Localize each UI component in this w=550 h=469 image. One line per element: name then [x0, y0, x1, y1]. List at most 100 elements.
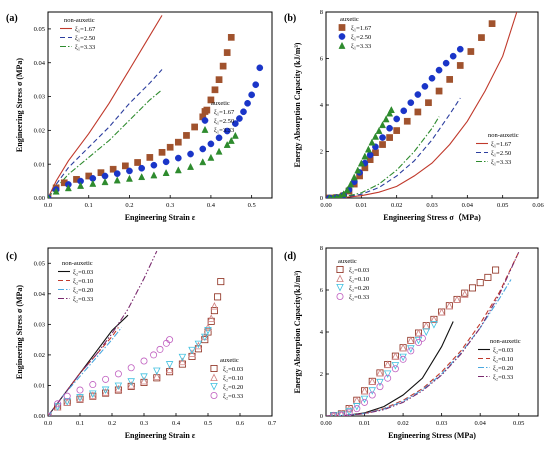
data-point [393, 127, 401, 134]
data-point [178, 360, 186, 368]
data-point [236, 115, 243, 122]
data-point [97, 169, 105, 176]
data-point [166, 143, 174, 151]
data-point [343, 186, 351, 194]
data-point [210, 302, 219, 310]
legend-swatch [336, 283, 344, 292]
plot-frame [47, 247, 273, 417]
panel-label: (c) [6, 251, 17, 262]
legend-item: ξ₂=0.20 [336, 283, 369, 292]
data-point [231, 131, 239, 139]
data-point [484, 273, 492, 281]
data-point [399, 343, 407, 352]
y-axis-label: Energy Absorption Capacity (kJ/m³) [293, 42, 302, 167]
data-point [368, 391, 376, 399]
legend-swatch [336, 265, 344, 273]
legend-item: ξ₁=1.67 [201, 108, 235, 116]
data-point [382, 115, 390, 123]
data-point [438, 308, 446, 316]
data-point [384, 361, 392, 369]
data-point [162, 168, 170, 176]
data-point [211, 86, 219, 94]
legend-non-auxetic: non-auxetic ξ₁=1.67 ξ₁=2.50 ξ₁=3.33 [476, 132, 519, 166]
y-tick-label: 0.05 [34, 260, 45, 267]
data-point [165, 365, 174, 374]
data-point [445, 302, 453, 310]
legend-label: ξ₁=3.33 [351, 43, 371, 50]
legend-item: ξ₂=0.33 [478, 374, 513, 381]
data-point [126, 167, 133, 175]
x-tick-label: 0.4 [207, 202, 216, 209]
legend-swatch [201, 125, 209, 133]
x-axis-label: Engineering Strain ε [125, 431, 196, 440]
x-tick-label: 0.0 [44, 202, 52, 209]
legend-swatch [201, 108, 209, 115]
data-point [407, 347, 415, 355]
series-non-auxetic-2 [48, 327, 123, 416]
series-line [326, 321, 454, 416]
legend-label: ξ₁=2.50 [214, 118, 234, 125]
legend-item: ξ₂=0.20 [478, 365, 513, 372]
data-point [199, 158, 207, 166]
legend-auxetic: auxetic ξ₁=1.67 ξ₁=2.50 ξ₁=3.33 [201, 100, 235, 134]
data-point [488, 20, 496, 27]
legend-label: ξ₂=0.10 [493, 356, 513, 363]
data-point [227, 136, 235, 144]
data-point [383, 360, 392, 369]
y-tick-label: 0.01 [34, 383, 45, 390]
data-point [449, 52, 457, 60]
data-point [215, 76, 223, 83]
legend-auxetic: auxetic ξ₁=1.67 ξ₁=2.50 ξ₁=3.33 [338, 16, 372, 50]
data-point [101, 386, 110, 395]
y-tick-label: 6 [320, 56, 324, 63]
data-point [201, 333, 209, 342]
legend-swatch [338, 24, 346, 31]
x-tick-label: 0.7 [268, 420, 277, 427]
data-point [361, 152, 369, 160]
legend-item: ξ₁=3.33 [476, 159, 511, 166]
legend-swatch [338, 33, 346, 40]
data-point [231, 120, 239, 127]
y-tick-label: 0 [320, 413, 323, 420]
legend-swatch [201, 117, 209, 124]
legend-label: ξ₁=1.67 [214, 109, 235, 116]
plot-area [326, 251, 520, 416]
data-point [415, 329, 423, 337]
data-point [89, 390, 97, 399]
panel-a: (a) 0.0 0.1 0.2 0.3 0.4 0.5 0.00 0.01 0.02 0.03 0.0… [6, 11, 273, 222]
legend-swatch [210, 382, 218, 391]
data-point [403, 117, 411, 125]
y-tick-label: 0.05 [34, 26, 45, 33]
data-point [54, 400, 62, 408]
data-point [391, 352, 399, 360]
data-point [166, 336, 174, 344]
data-point [210, 307, 218, 315]
x-tick-label: 0.3 [140, 420, 148, 427]
x-tick-label: 0.02 [391, 202, 402, 209]
legend-label: ξ₂=0.33 [73, 296, 93, 303]
legend-item: ξ₂=0.03 [478, 347, 513, 354]
x-tick-label: 0.3 [166, 202, 174, 209]
data-point [187, 150, 194, 158]
y-tick-label: 2 [320, 371, 323, 378]
data-point [207, 314, 215, 322]
legend-swatch [210, 391, 218, 399]
data-point [102, 389, 110, 397]
legend-item: ξ₂=0.20 [210, 382, 243, 391]
series-non-auxetic-0 [48, 314, 129, 416]
series-auxetic-7 [48, 336, 174, 416]
data-point [376, 368, 384, 377]
data-point [89, 381, 97, 389]
data-point [384, 374, 392, 382]
data-point [468, 284, 476, 292]
data-point [89, 391, 97, 400]
legend-item: ξ₂=0.10 [58, 278, 93, 285]
data-point [76, 386, 84, 394]
x-tick-label: 0.03 [436, 420, 447, 427]
data-point [421, 83, 429, 90]
data-point [77, 181, 85, 189]
series-non-auxetic-0 [326, 321, 454, 416]
data-point [338, 409, 345, 416]
data-point [327, 194, 332, 198]
